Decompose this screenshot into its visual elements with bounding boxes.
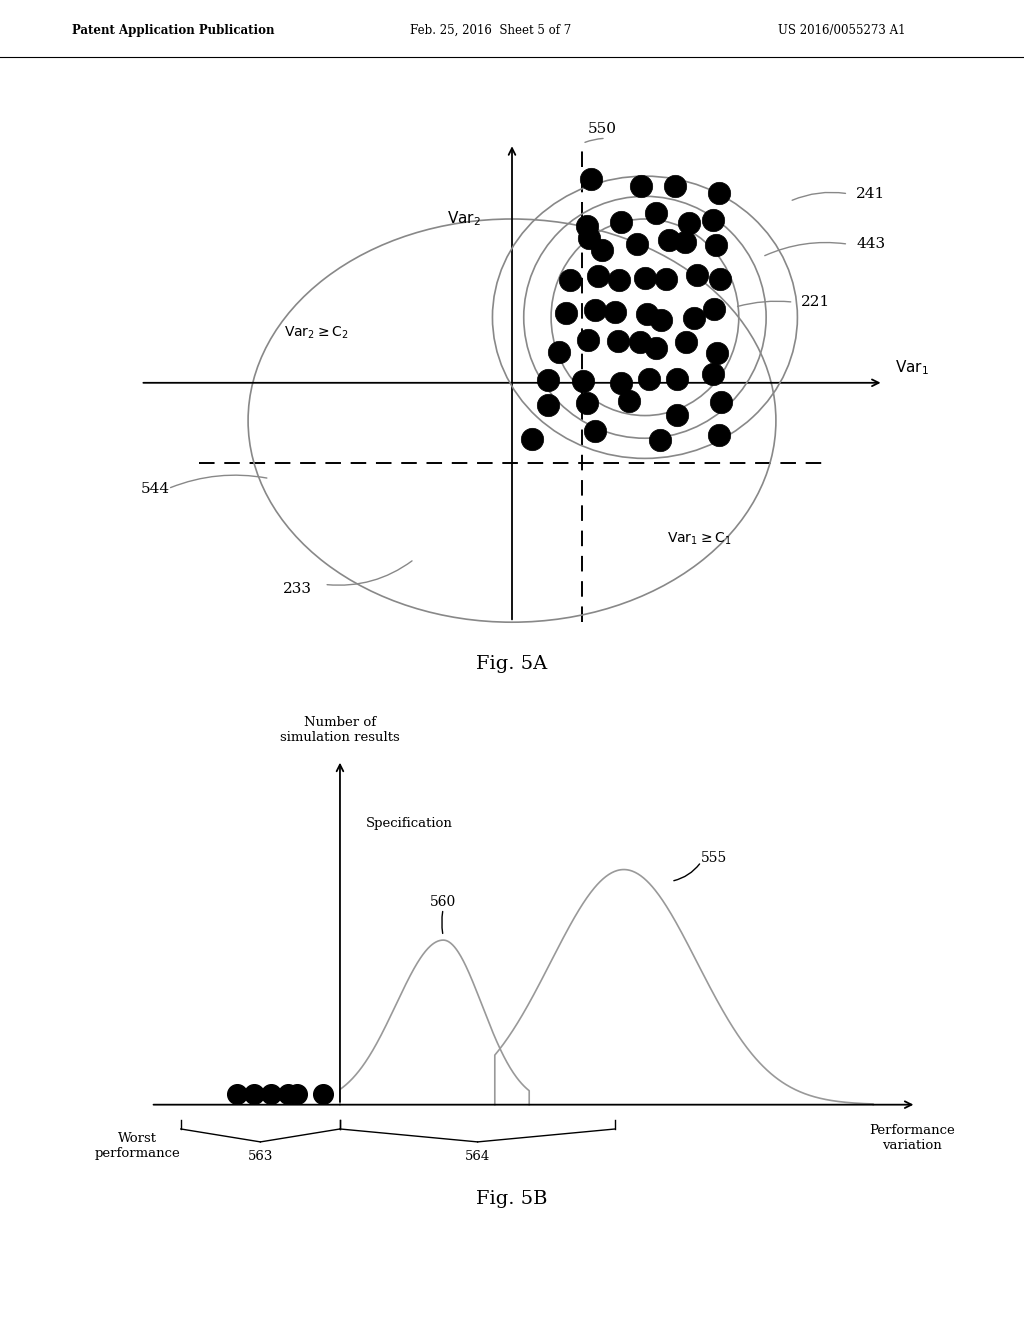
Point: [540, 370, 556, 391]
Point: [551, 341, 567, 362]
Point: [711, 425, 727, 446]
Text: Worst
performance: Worst performance: [95, 1133, 180, 1160]
Point: [612, 372, 629, 393]
Point: [686, 308, 702, 329]
Point: [709, 342, 725, 363]
Point: [632, 331, 648, 352]
Point: [580, 330, 596, 351]
Point: [629, 234, 645, 255]
Point: [641, 368, 657, 389]
Text: Feb. 25, 2016  Sheet 5 of 7: Feb. 25, 2016 Sheet 5 of 7: [410, 24, 570, 37]
Point: [587, 420, 603, 441]
Point: [652, 309, 669, 330]
Point: [558, 302, 574, 323]
Text: Performance
variation: Performance variation: [869, 1125, 954, 1152]
Point: [562, 269, 579, 290]
Point: [678, 331, 694, 352]
Point: [263, 1084, 280, 1105]
Point: [658, 269, 675, 290]
Text: Fig. 5B: Fig. 5B: [476, 1189, 548, 1208]
Point: [611, 269, 628, 290]
Text: 563: 563: [248, 1150, 273, 1163]
Point: [705, 363, 721, 384]
Point: [579, 393, 595, 414]
Point: [613, 211, 630, 232]
Point: [579, 215, 595, 236]
Point: [584, 169, 600, 190]
Point: [281, 1084, 297, 1105]
Point: [633, 176, 649, 197]
Text: Specification: Specification: [366, 817, 453, 830]
Point: [652, 429, 669, 450]
Text: 564: 564: [465, 1150, 490, 1163]
Text: 221: 221: [802, 296, 830, 309]
Point: [712, 268, 728, 289]
Text: 233: 233: [283, 582, 311, 597]
Text: $\mathrm{Var}_{2}$: $\mathrm{Var}_{2}$: [446, 210, 480, 228]
Point: [708, 234, 724, 255]
Text: $\mathrm{Var}_{2}\geq\mathrm{C}_{2}$: $\mathrm{Var}_{2}\geq\mathrm{C}_{2}$: [285, 325, 349, 341]
Point: [647, 202, 664, 223]
Point: [706, 298, 722, 319]
Point: [606, 301, 623, 322]
Text: 241: 241: [856, 187, 886, 201]
Point: [648, 338, 665, 359]
Point: [636, 267, 652, 288]
Point: [593, 239, 609, 260]
Text: Patent Application Publication: Patent Application Publication: [72, 24, 274, 37]
Point: [667, 176, 683, 197]
Point: [639, 304, 655, 325]
Point: [610, 330, 627, 351]
Text: 443: 443: [856, 238, 885, 251]
Text: 544: 544: [140, 482, 170, 495]
Text: 555: 555: [701, 851, 727, 865]
Text: 550: 550: [588, 121, 616, 136]
Point: [575, 370, 592, 391]
Point: [669, 368, 685, 389]
Point: [289, 1084, 305, 1105]
Point: [681, 213, 697, 234]
Text: $\mathrm{Var}_{1}\geq\mathrm{C}_{1}$: $\mathrm{Var}_{1}\geq\mathrm{C}_{1}$: [668, 531, 732, 548]
Point: [581, 227, 597, 248]
Point: [676, 231, 692, 252]
Point: [246, 1084, 262, 1105]
Point: [689, 264, 706, 285]
Point: [706, 209, 722, 230]
Point: [228, 1084, 245, 1105]
Text: 560: 560: [430, 895, 457, 908]
Point: [711, 182, 727, 203]
Point: [540, 395, 556, 416]
Point: [713, 392, 729, 413]
Text: Number of
simulation results: Number of simulation results: [281, 717, 399, 744]
Point: [523, 428, 540, 449]
Point: [621, 391, 637, 412]
Point: [660, 230, 677, 251]
Point: [669, 404, 685, 425]
Text: US 2016/0055273 A1: US 2016/0055273 A1: [778, 24, 906, 37]
Point: [314, 1084, 331, 1105]
Point: [590, 265, 606, 286]
Point: [587, 300, 603, 321]
Text: $\mathrm{Var}_{1}$: $\mathrm{Var}_{1}$: [895, 358, 929, 378]
Text: Fig. 5A: Fig. 5A: [476, 655, 548, 673]
